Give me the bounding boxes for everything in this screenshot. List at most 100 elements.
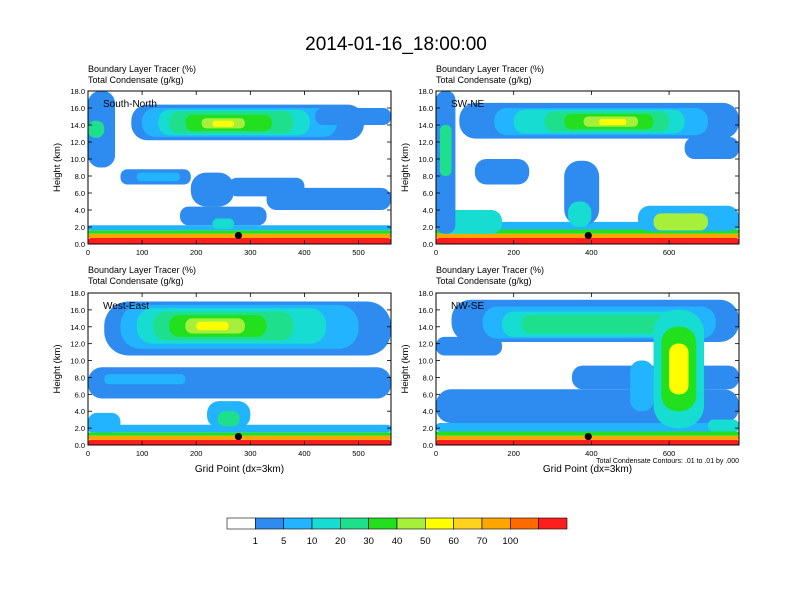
x-axis-label: Grid Point (dx=3km) [543, 464, 632, 475]
field-layer [88, 91, 391, 244]
site-marker [234, 231, 243, 240]
y-tick-label: 0.0 [75, 240, 85, 249]
y-tick-label: 12.0 [418, 340, 433, 349]
tracer-field-blob [630, 360, 654, 412]
y-tick-label: 6.0 [423, 189, 433, 198]
tracer-field-blob [315, 108, 391, 125]
panel-title-tracer: Boundary Layer Tracer (%) [436, 265, 544, 275]
y-tick-label: 6.0 [75, 390, 85, 399]
tracer-field-blob [88, 225, 391, 231]
colorbar-swatch [396, 517, 426, 530]
panel-section-label: West-East [103, 301, 149, 312]
tracer-field-blob [653, 213, 708, 231]
colorbar-label: 5 [281, 536, 286, 547]
colorbar-label: 30 [363, 536, 374, 547]
x-tick-label: 600 [663, 248, 676, 257]
plot-frame [87, 292, 392, 446]
tracer-field-blob [212, 218, 235, 229]
tracer-field-blob [599, 119, 627, 125]
y-axis-label: Height (km) [52, 143, 63, 192]
colorbar-swatch [510, 517, 539, 530]
y-axis-label: Height (km) [52, 344, 63, 393]
site-marker [234, 432, 243, 441]
y-tick-label: 18.0 [70, 289, 85, 298]
colorbar-swatch [255, 517, 284, 530]
tracer-field-blob [196, 321, 229, 331]
tracer-field-blob [88, 424, 391, 433]
y-tick-label: 18.0 [418, 87, 433, 96]
y-tick-label: 16.0 [70, 104, 85, 113]
colorbar-swatch [226, 517, 256, 530]
colorbar-label: 10 [307, 536, 318, 547]
x-tick-label: 200 [190, 248, 203, 257]
x-tick-label: 0 [86, 248, 90, 257]
tracer-field-blob [521, 314, 670, 334]
y-tick-label: 0.0 [423, 240, 433, 249]
colorbar-swatch [340, 517, 369, 530]
tracer-field-blob [88, 439, 391, 445]
colorbar-swatch [311, 517, 341, 530]
panel-title-condensate: Total Condensate (g/kg) [88, 75, 184, 85]
x-tick-label: 400 [585, 449, 598, 458]
colorbar-label: 100 [502, 536, 518, 547]
tracer-field-blob [104, 374, 186, 385]
x-tick-label: 500 [352, 248, 365, 257]
x-tick-label: 400 [585, 248, 598, 257]
colorbar-swatch [481, 517, 511, 530]
y-tick-label: 8.0 [423, 172, 433, 181]
colorbar: 1 5 10 20 30 40 50 60 70 100 [226, 517, 568, 547]
y-tick-label: 2.0 [423, 223, 433, 232]
field-layer [436, 91, 739, 244]
tracer-field-blob [179, 206, 267, 226]
x-tick-label: 100 [136, 248, 149, 257]
y-tick-label: 18.0 [418, 289, 433, 298]
x-tick-label: 300 [244, 248, 257, 257]
y-tick-label: 10.0 [70, 357, 85, 366]
site-marker [584, 432, 592, 441]
panel-title-tracer: Boundary Layer Tracer (%) [88, 64, 196, 74]
y-tick-label: 10.0 [70, 155, 85, 164]
tracer-field-blob [568, 201, 592, 227]
plot-frame [87, 90, 392, 245]
y-tick-label: 12.0 [418, 138, 433, 147]
y-tick-label: 16.0 [418, 306, 433, 315]
y-axis-label: Height (km) [400, 344, 411, 393]
colorbar-label: 1 [253, 536, 258, 547]
x-tick-label: 500 [352, 449, 365, 458]
y-tick-label: 14.0 [70, 121, 85, 130]
x-tick-label: 0 [434, 449, 438, 458]
tracer-field-blob [88, 120, 105, 138]
panel-section-label: NW-SE [451, 301, 484, 312]
x-axis-label: Grid Point (dx=3km) [195, 464, 284, 475]
y-tick-label: 0.0 [423, 441, 433, 450]
tracer-field-blob [436, 238, 739, 244]
x-tick-label: 0 [86, 449, 90, 458]
x-tick-label: 0 [434, 248, 438, 257]
x-tick-label: 200 [190, 449, 203, 458]
colorbar-swatch [453, 517, 483, 530]
x-tick-label: 400 [298, 248, 311, 257]
y-tick-label: 4.0 [423, 407, 433, 416]
x-tick-label: 300 [244, 449, 257, 458]
y-tick-label: 2.0 [75, 223, 85, 232]
panel-section-label: South-North [103, 99, 157, 110]
tracer-field-blob [436, 439, 739, 445]
tracer-field-blob [707, 419, 739, 432]
y-tick-label: 6.0 [423, 390, 433, 399]
panel-title-condensate: Total Condensate (g/kg) [436, 276, 532, 286]
y-tick-label: 2.0 [75, 424, 85, 433]
plot-frame [435, 90, 740, 245]
y-tick-label: 4.0 [75, 206, 85, 215]
x-tick-label: 200 [507, 248, 520, 257]
plot-frame [435, 292, 740, 446]
y-tick-label: 8.0 [75, 172, 85, 181]
y-tick-label: 0.0 [75, 441, 85, 450]
y-tick-label: 14.0 [418, 323, 433, 332]
tracer-field-blob [136, 172, 180, 182]
tracer-field-blob [436, 423, 739, 432]
tracer-field-blob [439, 125, 452, 176]
tracer-field-blob [669, 343, 689, 395]
figure-title: 2014-01-16_18:00:00 [305, 34, 487, 55]
panel-section-label: SW-NE [451, 99, 484, 110]
